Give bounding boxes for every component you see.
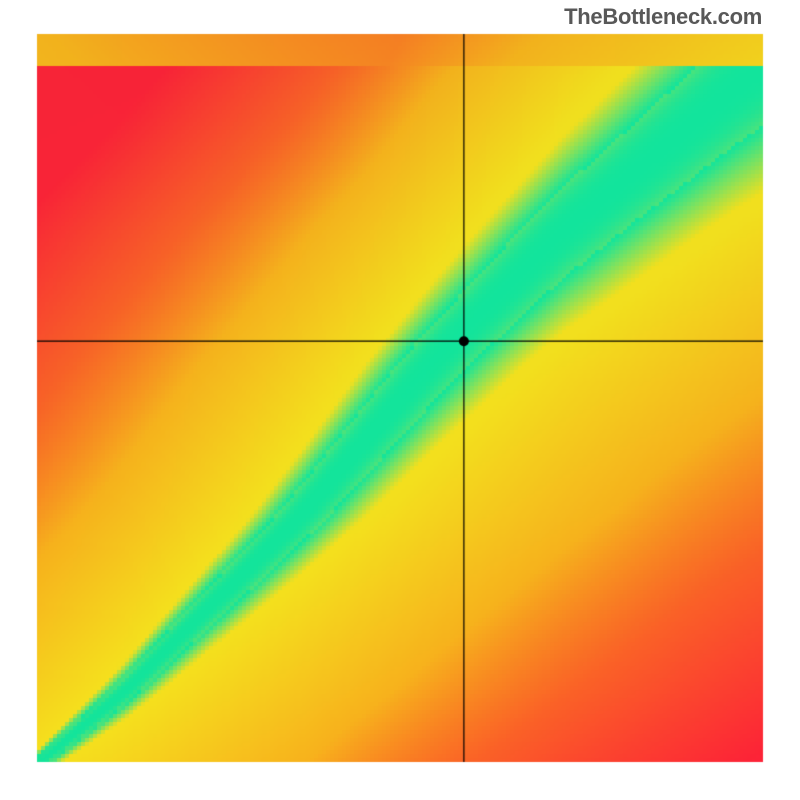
chart-container: TheBottleneck.com [0, 0, 800, 800]
bottleneck-heatmap [0, 0, 800, 800]
watermark-label: TheBottleneck.com [564, 4, 762, 30]
